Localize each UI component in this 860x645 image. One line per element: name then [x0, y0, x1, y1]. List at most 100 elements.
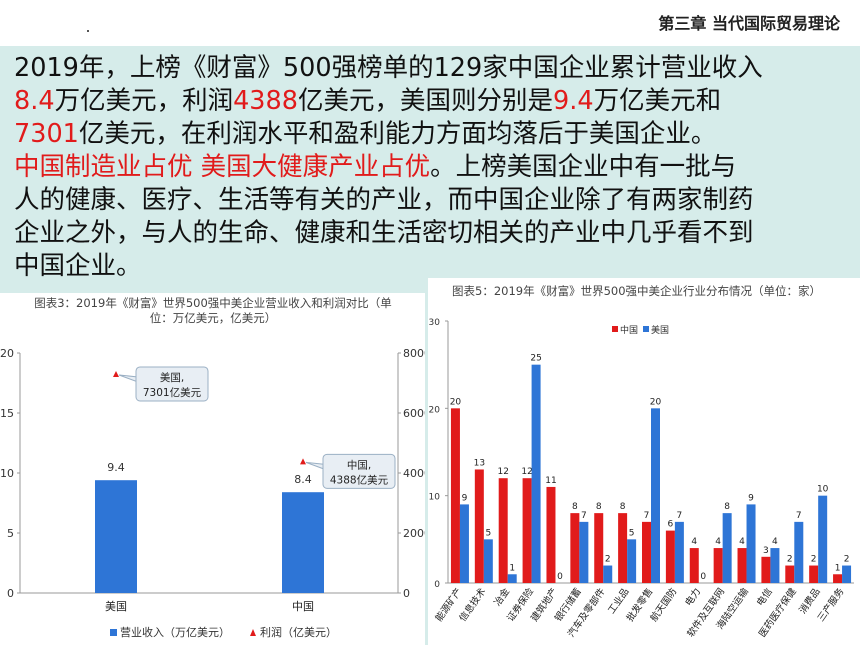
china-bar: [689, 548, 699, 583]
x-category-label: 电力: [682, 586, 703, 608]
usa-data-label: 9: [748, 493, 754, 503]
china-data-label: 12: [497, 467, 508, 477]
x-category-label: 中国: [292, 600, 314, 613]
usa-bar: [842, 565, 852, 583]
china-data-label: 4: [715, 537, 721, 547]
usa-data-label: 0: [700, 572, 706, 582]
legend-label-revenue: 营业收入（万亿美元）: [120, 625, 230, 639]
y-axis-tick-label: 10: [429, 493, 441, 503]
body-text: 人的健康、医疗、生活等有关的产业，而中国企业除了有两家制药: [14, 185, 754, 215]
china-data-label: 8: [572, 502, 578, 512]
china-data-label: 12: [521, 467, 532, 477]
callout-text: 美国,: [160, 371, 184, 384]
revenue-profit-chart-panel: 图表3：2019年《财富》世界500强中美企业营业收入和利润对比（单 位：万亿美…: [0, 293, 425, 645]
industry-distribution-chart-panel: 图表5：2019年《财富》世界500强中美企业行业分布情况（单位：家） 0 10 2…: [428, 278, 860, 645]
body-text: 。上榜美国企业中有一批与: [430, 152, 737, 182]
usa-data-label: 9: [462, 493, 468, 503]
china-data-label: 8: [620, 502, 626, 512]
legend-swatch-usa: [643, 326, 649, 332]
china-data-label: 11: [545, 476, 556, 486]
china-bar: [785, 565, 795, 583]
china-data-label: 3: [763, 546, 769, 556]
usa-bar: [531, 364, 541, 583]
right-axis-tick-label: 8000: [403, 347, 425, 360]
revenue-data-label: 9.4: [107, 461, 125, 474]
usa-data-label: 5: [629, 528, 635, 538]
callout-box: [322, 453, 396, 489]
usa-data-label: 4: [772, 537, 778, 547]
china-data-label: 1: [835, 563, 841, 573]
callout-box: [135, 366, 209, 402]
body-text: 2019年，上榜《财富》500强榜单的129家中国企业累计营业收入: [14, 53, 763, 83]
body-text: 万亿美元，利润: [54, 86, 234, 116]
usa-data-label: 7: [677, 511, 683, 521]
china-bar: [474, 469, 484, 583]
china-data-label: 20: [450, 397, 462, 407]
revenue-bar: [95, 480, 137, 593]
left-axis-tick-label: 15: [0, 407, 14, 420]
left-axis-tick-label: 10: [0, 467, 14, 480]
right-axis-tick-label: 2000: [403, 527, 425, 540]
china-bar: [546, 486, 556, 583]
legend-label-profit: 利润（亿美元）: [260, 625, 337, 639]
china-bar: [570, 513, 580, 583]
usa-data-label: 10: [817, 485, 829, 495]
china-bar: [642, 521, 651, 583]
china-bar: [761, 556, 771, 583]
legend-swatch-profit: [250, 629, 256, 636]
legend-swatch-china: [612, 326, 618, 332]
china-data-label: 4: [739, 537, 745, 547]
china-bar: [498, 478, 508, 583]
highlight-text: 7301: [14, 119, 79, 149]
left-axis-tick-label: 20: [0, 347, 14, 360]
right-axis-tick-label: 6000: [403, 407, 425, 420]
body-text: 中国企业。: [14, 251, 142, 281]
usa-data-label: 20: [650, 397, 662, 407]
usa-bar: [603, 565, 613, 583]
y-axis-tick-label: 20: [429, 405, 441, 415]
usa-bar: [507, 574, 517, 583]
left-axis-tick-label: 5: [7, 527, 14, 540]
usa-data-label: 5: [485, 528, 491, 538]
highlight-text: 9.4: [553, 86, 594, 116]
china-bar: [737, 548, 747, 583]
profit-callout: 美国, 7301亿美元: [118, 366, 209, 402]
usa-data-label: 7: [581, 511, 587, 521]
usa-bar: [651, 408, 660, 583]
revenue-profit-chart-title-line: 位：万亿美元，亿美元）: [149, 311, 277, 325]
callout-text: 7301亿美元: [143, 386, 202, 399]
usa-data-label: 25: [530, 354, 541, 364]
usa-bar: [483, 539, 493, 583]
legend-label-china: 中国: [620, 324, 638, 336]
x-category-label: 美国: [105, 600, 127, 613]
legend-swatch-revenue: [110, 629, 117, 636]
usa-bar: [579, 521, 589, 583]
highlight-text: 8.4: [14, 86, 55, 116]
body-paragraph: 2019年，上榜《财富》500强榜单的129家中国企业累计营业收入 8.4万亿美元…: [14, 52, 854, 283]
revenue-bar: [282, 492, 324, 593]
x-category-label: 冶金: [491, 585, 512, 608]
y-axis-tick-label: 30: [429, 318, 441, 328]
callout-text: 4388亿美元: [330, 473, 389, 486]
left-axis-tick-label: 0: [7, 587, 14, 600]
body-text: 亿美元，美国则分别是: [297, 86, 553, 116]
china-bar: [594, 513, 604, 583]
chapter-title: 第三章 当代国际贸易理论: [658, 14, 840, 33]
y-axis-tick-label: 0: [434, 580, 440, 590]
usa-bar: [459, 504, 469, 583]
revenue-profit-chart: 0 5 10 15 20 0 2000 4000 6000 8000 9.4 美国 美国, 7301亿美元…: [0, 347, 425, 639]
china-data-label: 8: [596, 502, 602, 512]
profit-callout: 中国, 4388亿美元: [305, 453, 396, 489]
profit-marker: [300, 458, 306, 465]
x-category-label: 消费品: [796, 586, 822, 616]
china-bar: [450, 408, 460, 583]
china-data-label: 13: [474, 458, 485, 468]
revenue-profit-chart-title: 图表3：2019年《财富》世界500强中美企业营业收入和利润对比（单 位：万亿美…: [4, 296, 422, 326]
usa-data-label: 7: [796, 511, 802, 521]
highlight-text: 中国制造业占优 美国大健康产业占优: [14, 152, 431, 182]
china-bar: [665, 530, 675, 583]
body-text: 亿美元，在利润水平和盈利能力方面均落后于美国企业。: [78, 119, 717, 149]
china-data-label: 7: [644, 511, 650, 521]
china-data-label: 2: [811, 555, 817, 565]
